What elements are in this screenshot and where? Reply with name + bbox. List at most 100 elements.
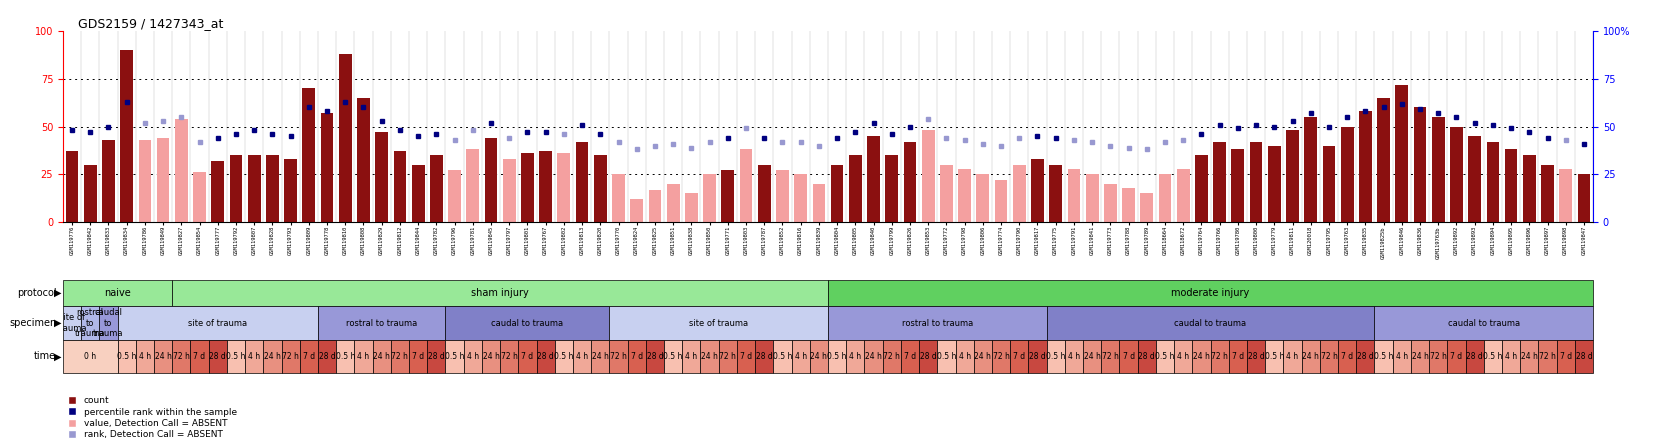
Legend: count, percentile rank within the sample, value, Detection Call = ABSENT, rank, : count, percentile rank within the sample… [68,396,237,440]
Bar [500,340,518,373]
Text: 4 h: 4 h [248,352,260,361]
Bar [776,170,788,222]
Bar [99,306,118,340]
Bar [1519,340,1537,373]
Bar [900,340,919,373]
Text: specimen: specimen [8,318,56,328]
Text: 0.5 h: 0.5 h [336,352,354,361]
Bar [976,174,988,222]
Bar [1486,142,1498,222]
Bar [867,136,879,222]
Bar [1119,340,1137,373]
Text: 24 h: 24 h [973,352,991,361]
Text: 24 h: 24 h [1519,352,1537,361]
Text: 7 d: 7 d [1341,352,1352,361]
Bar [354,340,372,373]
Bar [700,340,718,373]
Bar [627,340,645,373]
Bar [172,280,828,306]
Bar [682,340,700,373]
Bar [1537,340,1556,373]
Bar [1031,159,1043,222]
Text: 72 h: 72 h [609,352,627,361]
Bar [1501,340,1519,373]
Bar [66,151,78,222]
Bar [1359,111,1370,222]
Text: 28 d: 28 d [1137,352,1155,361]
Text: naive: naive [104,288,131,298]
Text: 24 h: 24 h [864,352,882,361]
Text: ▶: ▶ [53,351,61,361]
Bar [445,306,609,340]
Text: 24 h: 24 h [482,352,500,361]
Text: site of trauma: site of trauma [688,318,748,328]
Bar [1086,174,1097,222]
Bar [612,174,624,222]
Bar [1341,127,1352,222]
Text: 72 h: 72 h [1537,352,1556,361]
Bar [791,340,809,373]
Bar [828,306,1046,340]
Text: 0.5 h: 0.5 h [1374,352,1392,361]
Bar [1355,340,1374,373]
Bar [394,151,405,222]
Bar [809,340,828,373]
Text: 28 d: 28 d [1574,352,1592,361]
Bar [1213,142,1225,222]
Text: 72 h: 72 h [1428,352,1446,361]
Bar [1428,340,1446,373]
Bar [594,155,606,222]
Bar [703,174,715,222]
Bar [1559,169,1571,222]
Text: 0.5 h: 0.5 h [227,352,245,361]
Bar [1468,136,1480,222]
Text: 4 h: 4 h [357,352,369,361]
Bar [1523,155,1534,222]
Text: 72 h: 72 h [500,352,518,361]
Text: 24 h: 24 h [591,352,609,361]
Bar [558,153,569,222]
Text: caudal to trauma: caudal to trauma [1446,318,1519,328]
Bar [1322,146,1334,222]
Bar [940,165,952,222]
Bar [136,340,154,373]
Text: 4 h: 4 h [1395,352,1407,361]
Text: sham injury: sham injury [472,288,528,298]
Text: 0.5 h: 0.5 h [118,352,136,361]
Bar [285,159,296,222]
Bar [828,280,1592,306]
Text: 24 h: 24 h [154,352,172,361]
Text: 24 h: 24 h [1192,352,1210,361]
Text: 7 d: 7 d [631,352,642,361]
Bar [157,138,169,222]
Bar [1010,340,1028,373]
Text: 24 h: 24 h [1410,352,1428,361]
Bar [955,340,973,373]
Text: 0.5 h: 0.5 h [445,352,463,361]
Text: 0 h: 0 h [84,352,96,361]
Text: 24 h: 24 h [700,352,718,361]
Bar [1155,340,1173,373]
Bar [482,340,500,373]
Bar [339,54,351,222]
Bar [63,306,81,340]
Bar [1140,194,1152,222]
Bar [1392,340,1410,373]
Bar [846,340,864,373]
Bar [554,340,573,373]
Bar [1374,340,1392,373]
Text: site of trauma: site of trauma [189,318,247,328]
Text: 72 h: 72 h [1319,352,1337,361]
Bar [1504,150,1516,222]
Text: 0.5 h: 0.5 h [1483,352,1501,361]
Text: 28 d: 28 d [209,352,227,361]
Text: caudal
to
trauma: caudal to trauma [93,308,124,338]
Bar [376,132,387,222]
Text: 0.5 h: 0.5 h [1264,352,1283,361]
Text: 7 d: 7 d [1231,352,1243,361]
Bar [103,140,114,222]
Bar [463,340,482,373]
Text: 7 d: 7 d [521,352,533,361]
Text: 72 h: 72 h [391,352,409,361]
Bar [1067,169,1079,222]
